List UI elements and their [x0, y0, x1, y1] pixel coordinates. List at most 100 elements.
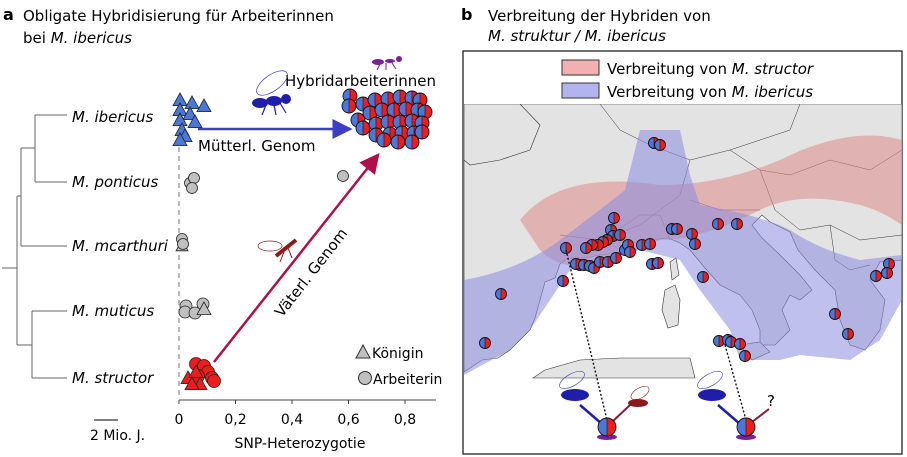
legend-worker-label: Arbeiterin [373, 372, 442, 388]
species-label: M. ponticus [72, 173, 158, 191]
hybrid-site-marker [870, 270, 882, 282]
panel-a-title-line1: Obligate Hybridisierung für Arbeiterinne… [23, 7, 334, 25]
hybrid-site-marker [608, 212, 620, 224]
male-structor-icon [257, 238, 298, 263]
hybrid-site-marker [654, 139, 666, 151]
hybrid-site-marker [829, 308, 841, 320]
ponticus-worker-point [337, 170, 349, 182]
hybrid-site-marker [697, 271, 709, 283]
hybrid-site-marker [560, 242, 572, 254]
ibericus-queen-point [184, 95, 200, 109]
species-label: M. mcarthuri [72, 237, 169, 255]
marker-legend: Königin Arbeiterin [355, 343, 442, 388]
hybrid-site-marker [479, 337, 491, 349]
muticus-queen-point [196, 301, 212, 316]
link-line-spain [565, 249, 608, 421]
hybrid-worker-point [355, 120, 371, 136]
structor-queen-point [184, 376, 200, 391]
hybrid-site-marker [883, 258, 895, 270]
hybrid-site-marker [557, 275, 569, 287]
distribution-map [464, 104, 902, 379]
hybrid-site-marker [644, 238, 656, 250]
hybrid-site-marker [652, 257, 664, 269]
hybrid-site-marker [614, 229, 626, 241]
hybrid-sample-sites [479, 137, 895, 362]
panel-a-letter: a [3, 5, 14, 24]
hybrid-worker-point [404, 134, 420, 150]
cross-schematic-1 [559, 370, 650, 440]
hybrid-site-marker [739, 350, 751, 362]
hybrid-worker-point [376, 132, 392, 148]
structor-queen-point [188, 364, 204, 379]
hybrid-workers-label: Hybridarbeiterinnen [285, 72, 436, 90]
panel-b: b Verbreitung der Hybriden von M. strukt… [461, 5, 903, 455]
hybrid-worker-point [390, 134, 406, 150]
ibericus-queen-point [196, 98, 212, 112]
range-legend: Verbreitung von M. structor Verbreitung … [561, 59, 814, 101]
hybrid-worker-icon [597, 434, 617, 440]
panel-b-letter: b [461, 5, 472, 24]
ibericus-queen-point [187, 114, 203, 128]
structor-range-swatch [561, 59, 600, 76]
ibericus-queen-point [172, 132, 188, 147]
link-line-sicily [724, 344, 747, 421]
x-tick-label: 0 [175, 412, 184, 428]
x-tick-label: 0,2 [224, 412, 246, 428]
ibericus-range [464, 130, 902, 375]
hybrid-site-marker [881, 267, 893, 279]
species-label: M. ibericus [72, 108, 153, 126]
hybrid-worker-ant-icon [372, 56, 402, 71]
unknown-father-mark: ? [767, 392, 775, 410]
hybrid-worker-point [374, 102, 390, 118]
hybrid-site-marker [624, 246, 636, 258]
ibericus-queen-icon [561, 389, 589, 401]
x-tick-label: 0,8 [394, 412, 416, 428]
hybrid-site-marker [725, 336, 737, 348]
hybrid-site-marker [580, 242, 592, 254]
ponticus-worker-point [186, 182, 198, 194]
heterozygosity-points [172, 88, 433, 391]
hybrid-site-marker [712, 218, 724, 230]
species-labels: M. ibericus M. ponticus M. mcarthuri M. … [72, 108, 169, 387]
ponticus-worker-point [188, 172, 200, 184]
hybrid-site-marker [689, 238, 701, 250]
queen-ibericus-icon [252, 70, 291, 116]
x-tick-label: 0,6 [337, 412, 359, 428]
hybrid-site-marker [495, 288, 507, 300]
hybrid-site-marker [842, 328, 854, 340]
panel-b-title-line2: M. struktur / M. ibericus [488, 27, 666, 45]
hybrid-site-marker [610, 252, 622, 264]
hybrid-site-marker [731, 218, 743, 230]
structor-male-icon [628, 399, 648, 407]
maternal-genome-label: Mütterl. Genom [198, 137, 315, 155]
hybrid-site-marker [686, 228, 698, 240]
legend-queen-label: Königin [372, 346, 423, 362]
scale-bar-label: 2 Mio. J. [90, 428, 145, 444]
worker-marker-icon [358, 371, 372, 385]
x-axis-ticks: 0 0,2 0,4 0,6 0,8 [175, 400, 416, 428]
panel-a: a Obligate Hybridisierung für Arbeiterin… [2, 5, 442, 452]
mcarthuri-worker-point [177, 238, 189, 250]
phylogeny-tree [2, 114, 67, 379]
hybrid-worker-point [380, 114, 396, 130]
ibericus-queen-icon [698, 389, 726, 401]
hybrid-site-marker [671, 223, 683, 235]
x-axis-label: SNP-Heterozygotie [235, 436, 366, 452]
hybrid-worker-cross-marker [597, 417, 617, 437]
structor-worker-point [207, 374, 221, 388]
hybrid-worker-point [341, 98, 357, 114]
hybrid-worker-point [414, 124, 430, 140]
hybrid-worker-icon [736, 434, 756, 440]
panel-a-title-line2: bei M. ibericus [23, 29, 132, 47]
hybrid-worker-point [380, 91, 396, 107]
hybrid-worker-cross-marker [736, 417, 756, 437]
hybrid-worker-point [398, 101, 414, 117]
species-label: M. muticus [72, 302, 154, 320]
x-tick-label: 0,4 [281, 412, 303, 428]
cross-schematic-2: ? [697, 370, 775, 440]
legend-structor-label: Verbreitung von M. structor [607, 60, 814, 78]
queen-marker-icon [355, 343, 371, 359]
ibericus-range-swatch [561, 82, 600, 99]
